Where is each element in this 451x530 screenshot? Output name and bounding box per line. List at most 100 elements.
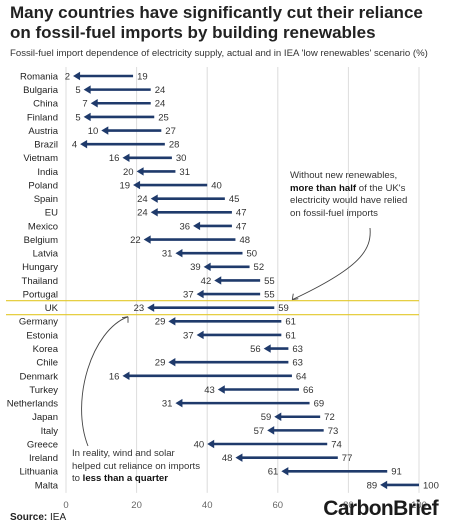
scenario-value-label: 72 [324,412,335,423]
actual-value-label: 10 [88,126,99,137]
category-label: Korea [33,344,59,355]
actual-value-label: 39 [190,262,201,273]
arrow-head [193,221,201,231]
x-tick-labels: 0 20 40 60 80 100 [63,500,427,511]
actual-value-label: 59 [261,412,272,423]
actual-value-label: 89 [367,480,378,491]
category-labels: Romania Bulgaria China Finland Austria Brazil… [7,71,59,491]
x-tick-label: 80 [343,500,354,511]
chart-title: Many countries have significantly cut th… [10,3,423,42]
scenario-value-label: 52 [254,262,265,273]
actual-value-label: 36 [180,221,191,232]
arrow-head [175,398,183,408]
uk-annotation-line-3: electricity would have relied [290,195,408,206]
category-label: Thailand [22,276,58,287]
scenario-value-label: 28 [169,140,180,151]
arrow-head [73,71,81,81]
scenario-value-label: 64 [296,371,307,382]
category-label: Malta [35,480,59,491]
arrow-head [143,235,151,244]
arrow-head [235,453,243,462]
scenario-value-label: 19 [137,71,148,82]
actual-value-label: 23 [134,303,145,314]
uk-annotation-line-2: more than half of the UK's [290,183,407,196]
category-label: Japan [32,412,58,423]
actual-value-label: 56 [250,344,261,355]
category-label: Poland [28,180,58,191]
uk-annotation-arrow-head [291,293,299,301]
uk-annotation-arrow [292,227,371,301]
actual-value-label: 57 [254,426,265,437]
actual-value-label: 42 [201,276,212,287]
category-label: EU [45,208,58,219]
reality-annotation-line-2: helped cut reliance on imports [72,460,200,472]
actual-value-label: 7 [82,99,87,110]
arrow-head [380,480,388,490]
actual-value-label: 31 [162,249,173,260]
category-label: Greece [27,439,58,450]
arrow-head [122,153,130,162]
category-label: Ireland [29,453,58,464]
x-tick-label: 40 [202,500,213,511]
actual-value-label: 5 [75,85,80,96]
category-label: Mexico [28,221,58,232]
actual-value-label: 20 [123,167,134,178]
actual-value-label: 40 [194,439,205,450]
x-tick-label: 0 [63,500,68,511]
actual-value-label: 4 [72,140,77,151]
category-label: Spain [34,194,58,205]
scenario-value-label: 50 [247,249,258,260]
category-label: Hungary [22,262,58,273]
arrow-head [136,167,144,176]
arrow-head [263,344,271,353]
arrow-head [214,276,222,285]
arrow-head [207,439,215,449]
actual-value-label: 16 [109,153,120,164]
arrow-head [147,303,155,312]
scenario-value-label: 73 [328,426,339,437]
arrow-head [150,194,158,203]
uk-annotation: Without new renewables, more than half o… [290,170,407,220]
actual-value-label: 5 [75,112,80,123]
uk-annotation-line-4: on fossil-fuel imports [290,207,378,219]
uk-annotation-bold: more than half [290,182,357,194]
actual-value-label: 31 [162,399,173,410]
reality-annotation-line-3: to less than a quarter [72,473,200,486]
scenario-value-label: 63 [292,358,303,369]
arrow-head [274,412,282,421]
arrow-head [196,289,204,299]
actual-value-label: 24 [137,208,148,219]
arrows-layer: 1922452472552710284301631204019452447244… [65,71,439,491]
category-label: Turkey [29,385,58,396]
arrow-head [90,99,98,108]
scenario-value-label: 40 [211,180,222,191]
category-label: Italy [41,426,59,437]
carbonbrief-logo: CarbonBrief [323,497,438,520]
category-label: Netherlands [7,399,58,410]
annotation-arrows [81,227,371,447]
scenario-value-label: 30 [176,153,187,164]
reality-annotation-arrow-head [121,316,129,323]
scenario-value-label: 100 [423,480,439,491]
scenario-value-label: 27 [165,126,176,137]
actual-value-label: 16 [109,371,120,382]
scenario-value-label: 24 [155,99,166,110]
actual-value-label: 29 [155,358,166,369]
scenario-value-label: 66 [303,385,314,396]
category-label: Finland [27,112,58,123]
uk-annotation-line-1: Without new renewables, [290,170,398,181]
reality-annotation-line-1: In reality, wind and solar [72,448,175,459]
scenario-value-label: 91 [391,467,402,478]
actual-value-label: 19 [119,180,130,191]
category-label: Portugal [23,289,58,300]
arrow-head [101,126,109,135]
scenario-value-label: 55 [264,289,275,300]
arrow-head [203,262,211,272]
category-label: Belgium [24,235,58,246]
scenario-value-label: 69 [314,399,325,410]
scenario-value-label: 59 [278,303,289,314]
arrow-head [80,139,88,149]
actual-value-label: 43 [204,385,215,396]
x-tick-label: 20 [131,500,142,511]
